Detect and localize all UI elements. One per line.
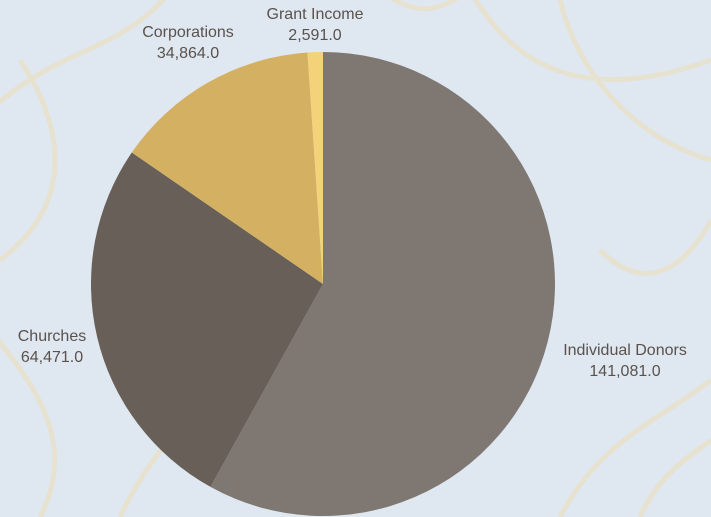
slice-value-label: 64,471.0 <box>21 349 83 366</box>
slice-value-label: 2,591.0 <box>288 27 341 44</box>
slice-label: Corporations <box>142 24 234 41</box>
slice-value-label: 34,864.0 <box>157 45 219 62</box>
pie-slice <box>131 52 323 285</box>
pie-slice <box>210 52 556 516</box>
slice-label: Grant Income <box>267 6 364 23</box>
slice-label: Churches <box>18 328 86 345</box>
slice-label: Individual Donors <box>563 342 687 359</box>
slice-value-label: 141,081.0 <box>589 363 660 380</box>
pie-slice <box>307 52 323 284</box>
pie-slice <box>91 152 324 487</box>
